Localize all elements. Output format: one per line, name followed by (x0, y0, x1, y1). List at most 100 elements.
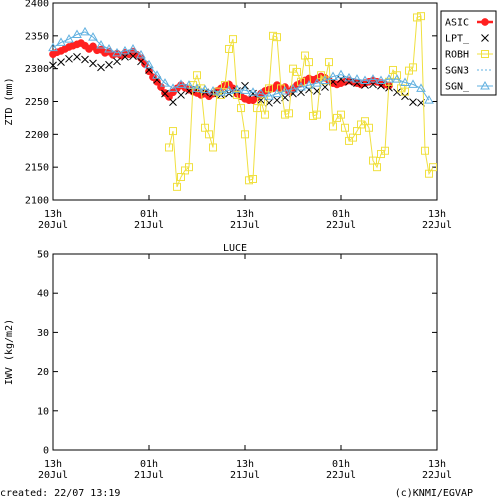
sgn-point (424, 95, 434, 104)
sgn-point (56, 37, 66, 46)
asic-point (157, 83, 165, 91)
sgn-point (104, 43, 114, 53)
robh-point (313, 110, 321, 119)
x-tick-label-date: 20Jul (38, 470, 68, 481)
sgn-point (376, 75, 386, 84)
sgn-point (344, 72, 354, 82)
sgn-point (176, 79, 186, 88)
robh-point (417, 12, 425, 21)
sgn-point (320, 75, 330, 84)
sgn-point (384, 74, 394, 83)
sgn-point (216, 87, 226, 96)
robh-point (325, 58, 333, 67)
sgn-point (248, 87, 258, 96)
robh-point (257, 97, 265, 106)
sgn-point (208, 85, 218, 95)
robh-point (233, 90, 241, 99)
robh-point (173, 182, 181, 191)
robh-point (381, 146, 389, 155)
robh-point (409, 63, 417, 72)
x-tick-label-date: 22Jul (422, 220, 452, 231)
series-line (52, 31, 430, 101)
sgn-point (352, 74, 362, 83)
lpt-point (409, 98, 417, 107)
ztd-chart: 210021502200225023002350240013h20Jul01h2… (4, 0, 452, 231)
sgn-point (128, 43, 138, 53)
robh-point (169, 127, 177, 136)
legend-label: ROBH (445, 50, 469, 61)
y-axis-label: ZTD (mm) (4, 77, 15, 125)
y-tick-label: 10 (37, 406, 49, 417)
x-tick-label-date: 21Jul (134, 220, 164, 231)
x-tick-label-time: 13h (428, 459, 446, 470)
robh-point (293, 67, 301, 76)
robh-point (285, 109, 293, 118)
x-tick-label-time: 01h (140, 459, 158, 470)
lpt-point (121, 52, 129, 61)
sgn-point (360, 75, 370, 84)
robh-point (337, 110, 345, 119)
series-sgn (48, 26, 434, 104)
sgn-point (408, 79, 418, 88)
lpt-point (65, 54, 73, 63)
legend-label: LPT_ (445, 34, 470, 45)
y-tick-label: 2300 (25, 64, 49, 75)
lpt-point (345, 77, 353, 86)
lpt-point (177, 91, 185, 99)
x-tick-label-time: 13h (236, 459, 254, 470)
sgn-point (88, 32, 98, 41)
lpt-point (57, 58, 65, 66)
sgn-point (304, 80, 314, 89)
x-tick-label-time: 01h (332, 459, 350, 470)
y-axis-label: IWV (kg/m2) (4, 319, 15, 385)
sgn-point (224, 85, 234, 94)
sgn-point (416, 83, 426, 92)
x-tick-label-time: 13h (428, 209, 446, 220)
iwv-chart: 0102030405013h20Jul01h21Jul13h21Jul01h22… (4, 243, 452, 481)
robh-point (401, 87, 409, 96)
sgn-point (152, 70, 162, 79)
plot-frame (52, 253, 438, 451)
robh-point (241, 130, 249, 139)
x-tick-label-date: 21Jul (230, 220, 260, 231)
sgn-point (144, 59, 154, 69)
x-tick-label-time: 13h (44, 459, 62, 470)
sgn-point (296, 82, 306, 91)
y-tick-label: 0 (43, 446, 49, 457)
y-tick-label: 40 (37, 289, 49, 300)
x-tick-label-time: 01h (332, 209, 350, 220)
sgn-point (256, 88, 266, 98)
lpt-point (97, 63, 105, 72)
sgn-point (400, 77, 410, 86)
lpt-point (321, 83, 329, 91)
sgn-point (200, 84, 210, 94)
robh-point (329, 122, 337, 131)
robh-point (185, 163, 193, 172)
lpt-point (73, 52, 81, 61)
robh-point (205, 130, 213, 139)
sgn-point (280, 85, 290, 95)
y-tick-label: 2350 (25, 31, 49, 42)
sgn-point (160, 78, 170, 87)
robh-point (341, 123, 349, 132)
x-tick-label-time: 01h (140, 209, 158, 220)
lpt-point (81, 55, 89, 64)
lpt-point (49, 61, 57, 70)
y-tick-label: 2400 (25, 0, 49, 10)
robh-point (429, 163, 437, 172)
ztd-legend: ASIC LPT_ ROBH SGN3 SGN_ (440, 10, 497, 96)
sgn-point (368, 74, 378, 83)
sgn-point (240, 85, 250, 94)
series-lpt (49, 52, 425, 107)
robh-point (481, 50, 489, 58)
lpt-point (161, 89, 169, 98)
lpt-point (273, 96, 281, 105)
copyright-credit: (c)KNMI/EGVAP (394, 488, 473, 499)
robh-point (273, 33, 281, 42)
x-tick-label-date: 20Jul (38, 220, 68, 231)
sgn-point (392, 74, 402, 83)
x-tick-label-time: 13h (236, 209, 254, 220)
y-tick-label: 2100 (25, 196, 49, 207)
sgn-point (184, 80, 194, 89)
robh-point (237, 104, 245, 113)
